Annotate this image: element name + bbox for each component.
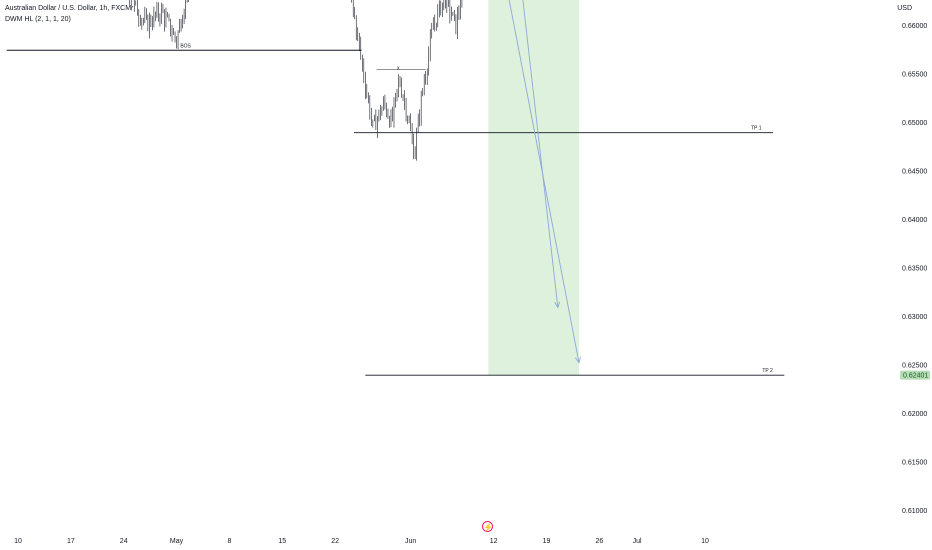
x-tick-label: 10 [14, 538, 22, 545]
y-tick-label: 0.65000 [902, 120, 927, 127]
price-tag [900, 370, 930, 380]
y-tick-label: 0.66000 [902, 23, 927, 30]
x-tick-label: Jun [405, 538, 416, 545]
projection-arrow [522, 0, 559, 308]
y-tick-label: 0.63000 [902, 314, 927, 321]
level-label: TP 2 [762, 368, 773, 374]
x-tick-label: May [170, 538, 184, 545]
y-tick-label: 0.63500 [902, 266, 927, 273]
price-tag-label: 0.62401 [903, 373, 928, 380]
y-tick-label: 0.61000 [902, 508, 927, 515]
arrow-head [554, 301, 561, 309]
level-label: BOS [180, 43, 191, 49]
y-tick-label: 0.65500 [902, 72, 927, 79]
annotation-label: x [397, 66, 400, 72]
x-tick-label: 10 [701, 538, 709, 545]
y-tick-label: 0.64500 [902, 169, 927, 176]
currency-label: USD [897, 5, 912, 12]
x-tick-label: Jul [633, 538, 642, 545]
level-label: TP 1 [751, 126, 762, 132]
take-profit-zone [488, 0, 579, 376]
x-tick-label: 12 [490, 538, 498, 545]
y-tick-label: 0.64000 [902, 217, 927, 224]
x-tick-label: 22 [331, 538, 339, 545]
projection-arrow [508, 0, 580, 363]
chart-title: Australian Dollar / U.S. Dollar, 1h, FXC… [5, 5, 132, 12]
indicator-label[interactable]: DWM HL (2, 1, 1, 20) [5, 16, 71, 23]
x-tick-label: 24 [120, 538, 128, 545]
lightning-bolt-icon[interactable]: ⚡ [482, 521, 493, 532]
y-tick-label: 0.62500 [902, 363, 927, 370]
y-tick-label: 0.61500 [902, 460, 927, 467]
x-tick-label: 26 [595, 538, 603, 545]
x-tick-label: 19 [543, 538, 551, 545]
arrow-head [575, 356, 581, 364]
x-tick-label: 8 [227, 538, 231, 545]
y-tick-label: 0.62000 [902, 411, 927, 418]
x-tick-label: 15 [278, 538, 286, 545]
x-tick-label: 17 [67, 538, 75, 545]
